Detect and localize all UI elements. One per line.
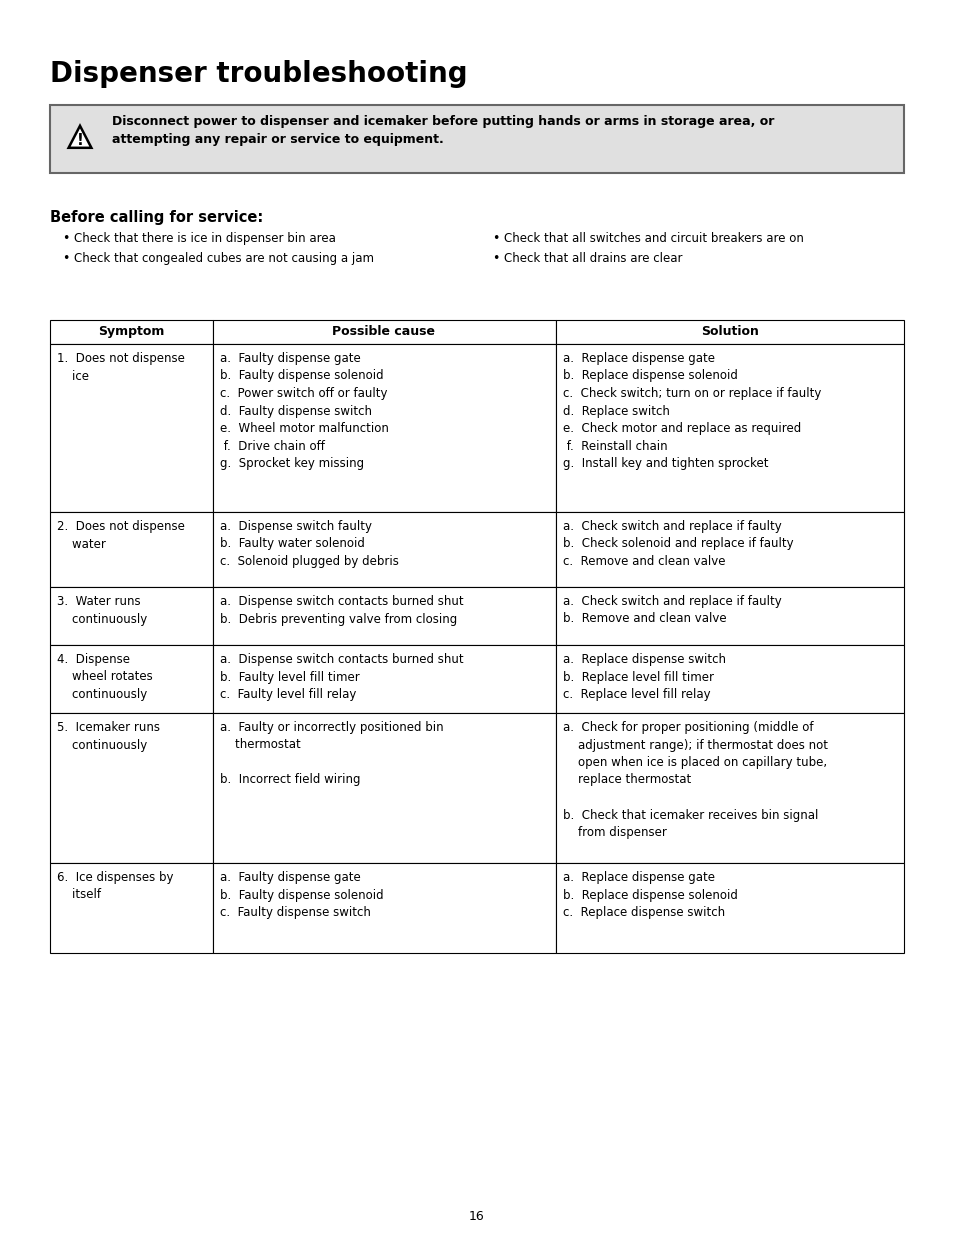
Text: a.  Dispense switch faulty
b.  Faulty water solenoid
c.  Solenoid plugged by deb: a. Dispense switch faulty b. Faulty wate… <box>220 520 398 568</box>
Bar <box>50 645 213 713</box>
Text: a.  Dispense switch contacts burned shut
b.  Faulty level fill timer
c.  Faulty : a. Dispense switch contacts burned shut … <box>220 653 463 701</box>
Text: Check that congealed cubes are not causing a jam: Check that congealed cubes are not causi… <box>74 252 374 266</box>
Bar <box>556 863 903 953</box>
Bar <box>213 713 556 863</box>
Text: a.  Replace dispense gate
b.  Replace dispense solenoid
c.  Check switch; turn o: a. Replace dispense gate b. Replace disp… <box>562 352 821 471</box>
Text: •: • <box>62 252 70 266</box>
Bar <box>50 513 213 587</box>
Text: Solution: Solution <box>700 325 759 338</box>
Text: Disconnect power to dispenser and icemaker before putting hands or arms in stora: Disconnect power to dispenser and icemak… <box>112 115 774 128</box>
Bar <box>50 587 213 645</box>
Bar <box>556 345 903 513</box>
Bar <box>213 645 556 713</box>
Bar <box>50 863 213 953</box>
Bar <box>213 320 556 345</box>
Text: a.  Faulty or incorrectly positioned bin
    thermostat

b.  Incorrect field wir: a. Faulty or incorrectly positioned bin … <box>220 721 443 787</box>
Text: a.  Check for proper positioning (middle of
    adjustment range); if thermostat: a. Check for proper positioning (middle … <box>562 721 827 839</box>
Text: •: • <box>492 232 498 245</box>
Text: a.  Check switch and replace if faulty
b.  Check solenoid and replace if faulty
: a. Check switch and replace if faulty b.… <box>562 520 793 568</box>
Text: Symptom: Symptom <box>98 325 164 338</box>
Bar <box>50 345 213 513</box>
Text: Check that there is ice in dispenser bin area: Check that there is ice in dispenser bin… <box>74 232 335 245</box>
Text: attempting any repair or service to equipment.: attempting any repair or service to equi… <box>112 133 443 146</box>
Text: Dispenser troubleshooting: Dispenser troubleshooting <box>50 61 467 88</box>
Text: a.  Replace dispense gate
b.  Replace dispense solenoid
c.  Replace dispense swi: a. Replace dispense gate b. Replace disp… <box>562 871 737 919</box>
Text: Check that all drains are clear: Check that all drains are clear <box>503 252 681 266</box>
Bar <box>50 713 213 863</box>
Text: a.  Replace dispense switch
b.  Replace level fill timer
c.  Replace level fill : a. Replace dispense switch b. Replace le… <box>562 653 725 701</box>
Bar <box>213 863 556 953</box>
Text: a.  Check switch and replace if faulty
b.  Remove and clean valve: a. Check switch and replace if faulty b.… <box>562 595 781 625</box>
Bar <box>556 587 903 645</box>
Bar <box>50 105 903 173</box>
Text: Check that all switches and circuit breakers are on: Check that all switches and circuit brea… <box>503 232 803 245</box>
Bar <box>213 345 556 513</box>
Bar <box>556 713 903 863</box>
Text: 1.  Does not dispense
    ice: 1. Does not dispense ice <box>57 352 185 383</box>
Bar <box>556 320 903 345</box>
Bar <box>50 320 213 345</box>
Bar <box>213 587 556 645</box>
Text: 3.  Water runs
    continuously: 3. Water runs continuously <box>57 595 147 625</box>
Text: •: • <box>492 252 498 266</box>
Text: 6.  Ice dispenses by
    itself: 6. Ice dispenses by itself <box>57 871 173 902</box>
Text: 2.  Does not dispense
    water: 2. Does not dispense water <box>57 520 185 551</box>
Text: 16: 16 <box>469 1210 484 1223</box>
Text: Before calling for service:: Before calling for service: <box>50 210 263 225</box>
Text: 5.  Icemaker runs
    continuously: 5. Icemaker runs continuously <box>57 721 160 752</box>
Bar <box>556 513 903 587</box>
Text: !: ! <box>76 132 83 148</box>
Text: •: • <box>62 232 70 245</box>
Text: 4.  Dispense
    wheel rotates
    continuously: 4. Dispense wheel rotates continuously <box>57 653 152 701</box>
Text: a.  Dispense switch contacts burned shut
b.  Debris preventing valve from closin: a. Dispense switch contacts burned shut … <box>220 595 463 625</box>
Text: Possible cause: Possible cause <box>333 325 435 338</box>
Bar <box>556 645 903 713</box>
Polygon shape <box>69 126 91 148</box>
Text: a.  Faulty dispense gate
b.  Faulty dispense solenoid
c.  Faulty dispense switch: a. Faulty dispense gate b. Faulty dispen… <box>220 871 383 919</box>
Bar <box>213 513 556 587</box>
Text: a.  Faulty dispense gate
b.  Faulty dispense solenoid
c.  Power switch off or fa: a. Faulty dispense gate b. Faulty dispen… <box>220 352 389 471</box>
